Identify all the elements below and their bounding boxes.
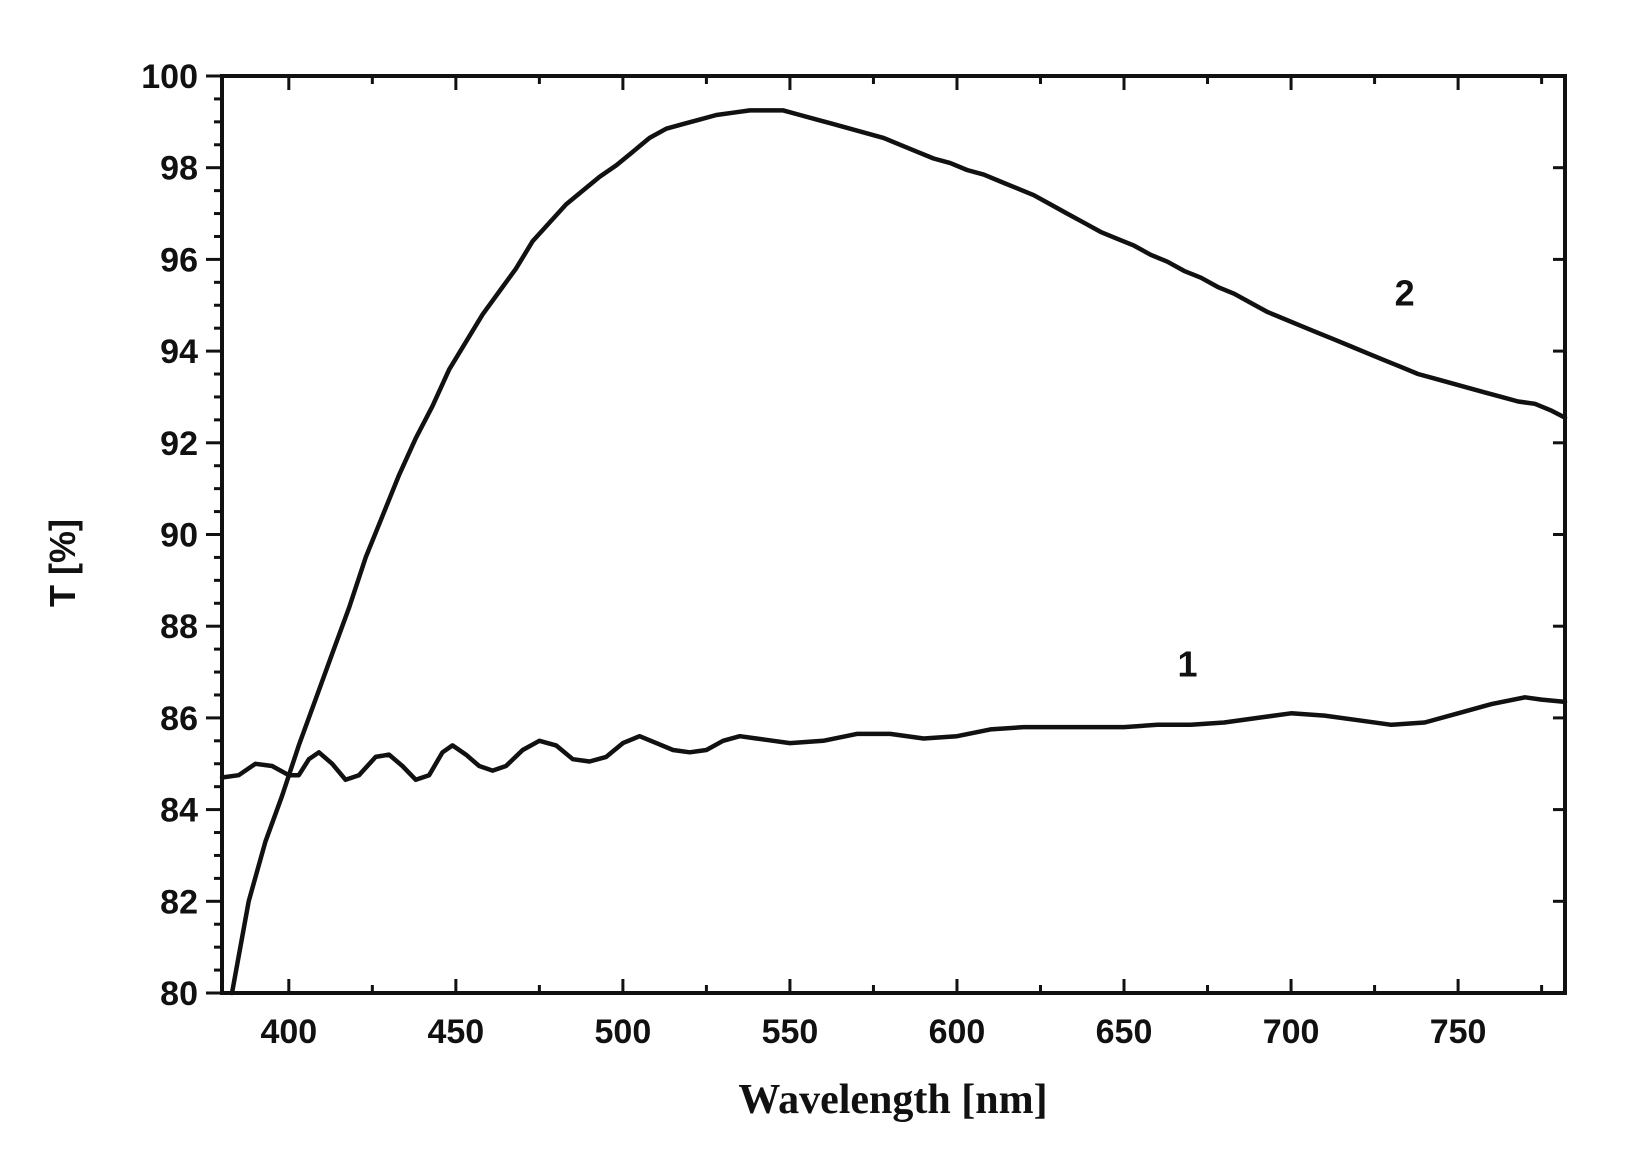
y-axis-ticks xyxy=(206,76,1565,993)
y-tick-label-86: 86 xyxy=(160,700,198,738)
x-tick-label-550: 550 xyxy=(762,1013,819,1051)
y-tick-label-80: 80 xyxy=(160,975,198,1013)
x-tick-label-400: 400 xyxy=(260,1013,317,1051)
x-axis-ticks xyxy=(289,76,1542,993)
y-tick-label-82: 82 xyxy=(160,883,198,921)
x-tick-label-750: 750 xyxy=(1430,1013,1487,1051)
transmittance-chart: 400 450 500 550 600 650 700 750 80 82 84 86 88 90 92 9… xyxy=(0,0,1645,1169)
series-labels: 12 xyxy=(1177,272,1414,684)
y-axis-title: T [%] xyxy=(42,519,83,607)
series-1-line xyxy=(222,697,1565,780)
x-tick-label-500: 500 xyxy=(595,1013,652,1051)
series-2-line xyxy=(232,110,1565,993)
series-1-label: 1 xyxy=(1177,644,1197,685)
y-tick-label-90: 90 xyxy=(160,517,198,555)
x-axis-title: Wavelength [nm] xyxy=(738,1077,1047,1123)
series-layer xyxy=(222,110,1565,993)
y-tick-label-96: 96 xyxy=(160,241,198,279)
y-tick-label-92: 92 xyxy=(160,425,198,463)
y-axis-tick-labels: 80 82 84 86 88 90 92 94 96 98 100 xyxy=(141,58,198,1013)
plot-frame xyxy=(222,76,1565,993)
y-tick-label-94: 94 xyxy=(160,333,198,371)
y-tick-label-84: 84 xyxy=(160,792,198,830)
x-tick-label-450: 450 xyxy=(427,1013,484,1051)
y-tick-label-88: 88 xyxy=(160,608,198,646)
y-tick-label-100: 100 xyxy=(141,58,198,96)
x-axis-tick-labels: 400 450 500 550 600 650 700 750 xyxy=(260,1013,1486,1051)
x-tick-label-600: 600 xyxy=(929,1013,986,1051)
x-tick-label-650: 650 xyxy=(1096,1013,1153,1051)
y-tick-label-98: 98 xyxy=(160,150,198,188)
x-tick-label-700: 700 xyxy=(1263,1013,1320,1051)
series-2-label: 2 xyxy=(1395,272,1415,313)
